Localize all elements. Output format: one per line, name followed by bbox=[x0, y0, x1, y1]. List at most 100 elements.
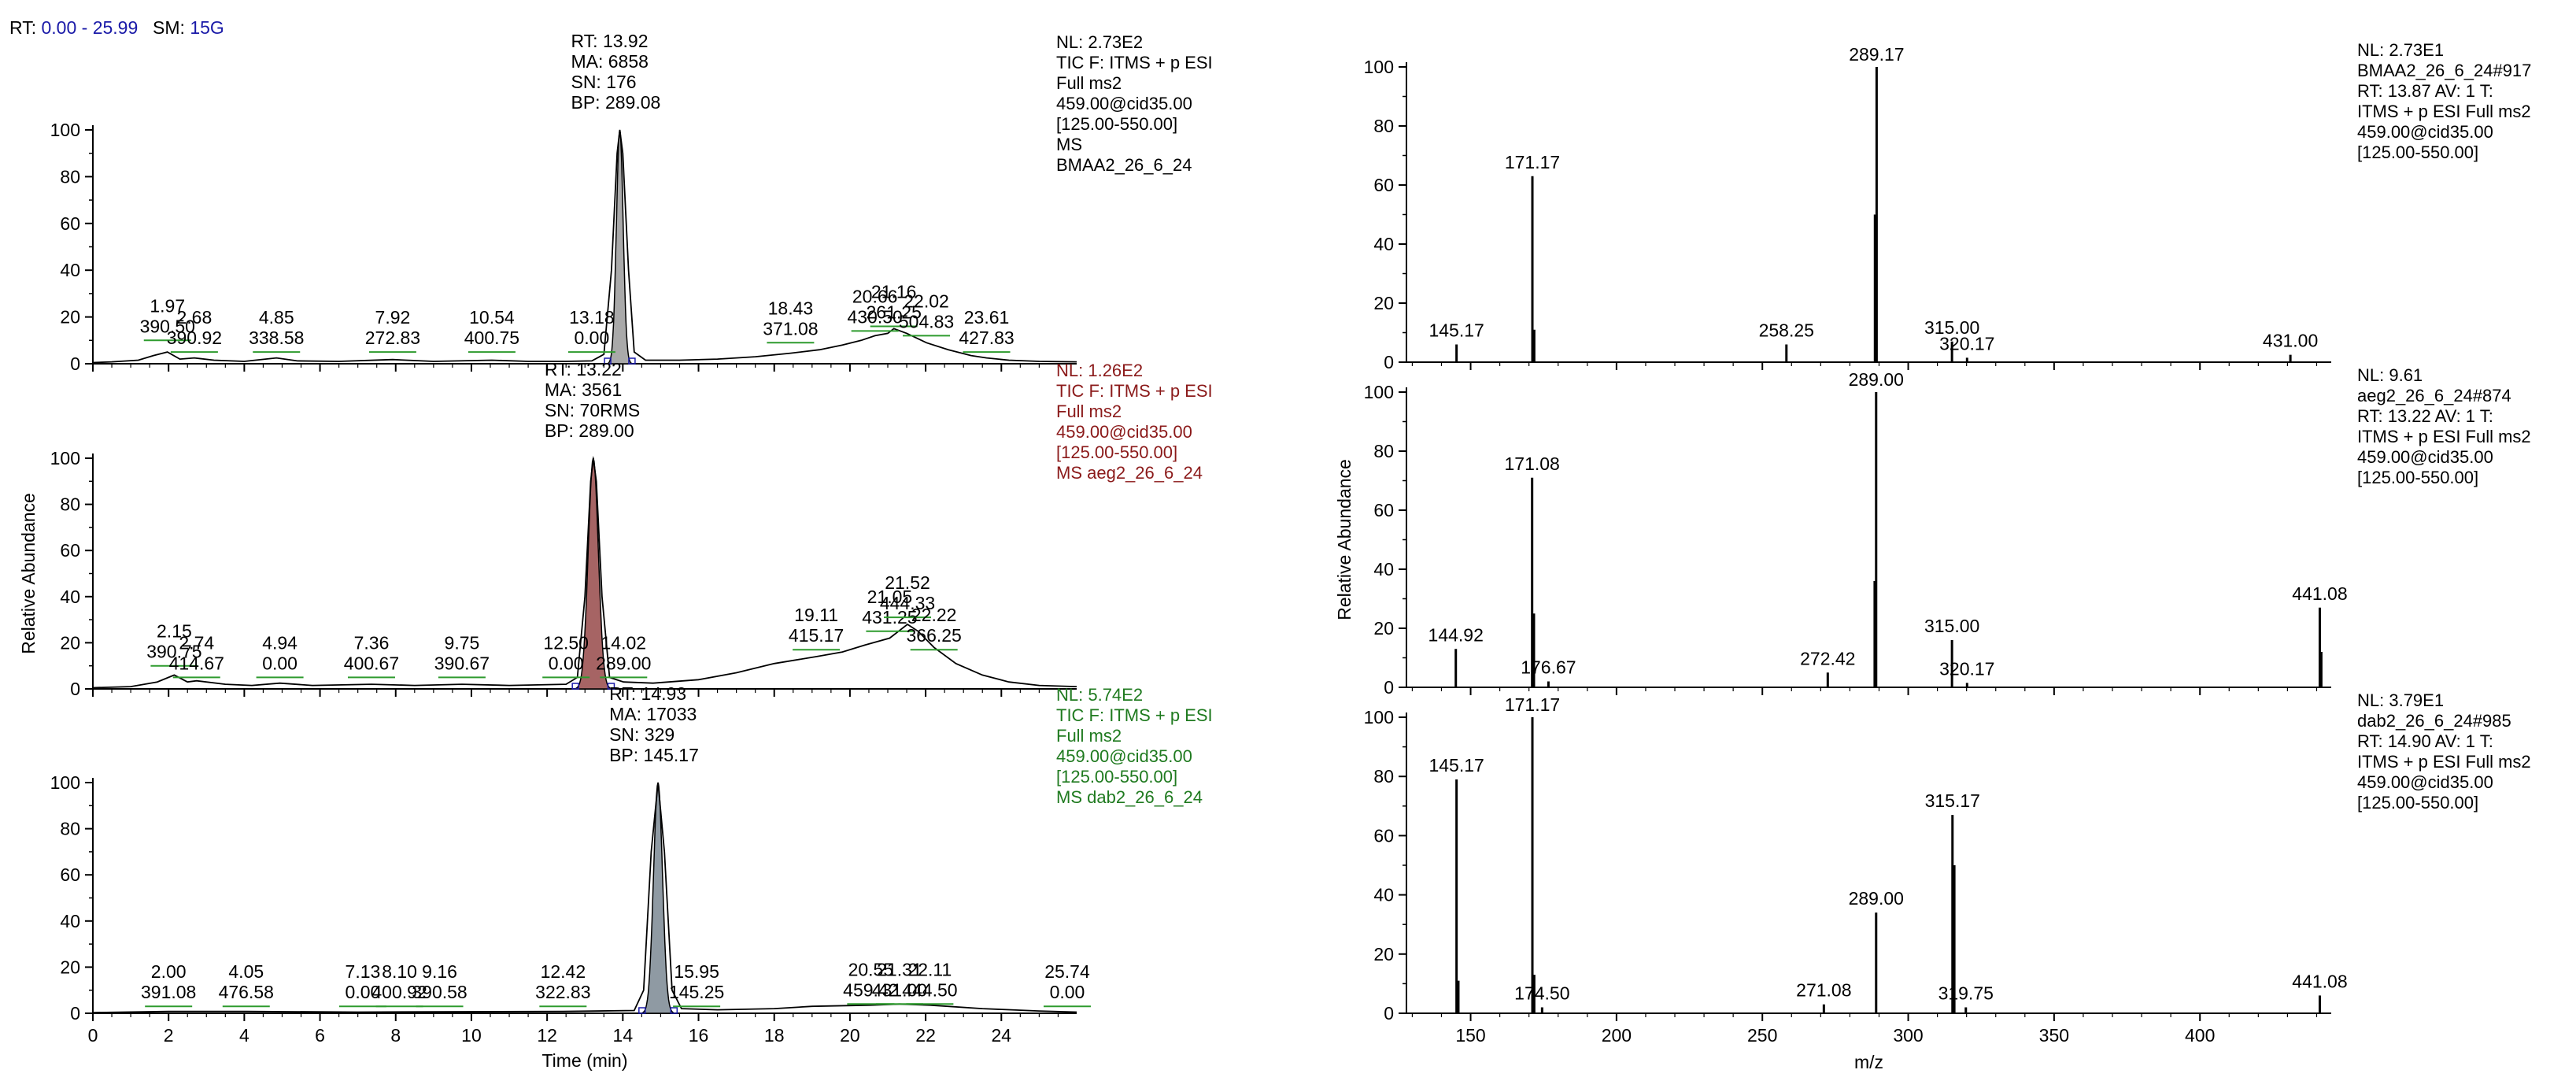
peak-mz-label: 371.08 bbox=[763, 318, 818, 339]
y-tick-label: 60 bbox=[60, 540, 80, 561]
spectrum-peak-label: 441.08 bbox=[2292, 583, 2347, 604]
chromatogram-info-line: TIC F: ITMS + p ESI bbox=[1056, 53, 1213, 72]
peak-mz-label: 0.00 bbox=[1050, 982, 1085, 1002]
chromatogram-info-line: Full ms2 bbox=[1056, 73, 1122, 93]
y-tick-label: 40 bbox=[1373, 885, 1394, 905]
peak-end-marker bbox=[670, 1007, 678, 1014]
spectrum-peak-label: 320.17 bbox=[1939, 658, 1994, 679]
peak-mz-label: 430.50 bbox=[847, 306, 902, 327]
spectrum-info-line: [125.00-550.00] bbox=[2357, 793, 2478, 813]
y-tick-label: 80 bbox=[1373, 116, 1394, 136]
peak-rt-label: 2.00 bbox=[151, 961, 187, 982]
y-tick-label: 100 bbox=[1364, 382, 1394, 402]
y-tick-label: 60 bbox=[60, 213, 80, 234]
peak-rt-label: 22.22 bbox=[911, 605, 957, 625]
peak-mz-label: 272.83 bbox=[365, 328, 420, 348]
chromatogram-info-line: BMAA2_26_6_24 bbox=[1056, 155, 1192, 175]
peak-rt-label: 21.16 bbox=[871, 281, 917, 302]
peak-rt-label: 21.05 bbox=[867, 587, 913, 607]
spectrum-peak-label: 320.17 bbox=[1939, 333, 1994, 354]
peak-mz-label: 0.00 bbox=[549, 653, 584, 673]
spectrum-peak-label: 144.92 bbox=[1428, 624, 1484, 645]
chromatogram-info-line: [125.00-550.00] bbox=[1056, 442, 1177, 462]
spectrum-peak-label: 272.42 bbox=[1800, 648, 1855, 668]
chromatogram-info-line: 459.00@cid35.00 bbox=[1056, 746, 1192, 766]
x-tick-label: 24 bbox=[991, 1025, 1011, 1046]
range-header: RT: 0.00 - 25.99 SM: 15G bbox=[9, 17, 224, 39]
peak-rt-label: 10.54 bbox=[469, 307, 515, 328]
x-tick-label: 200 bbox=[1602, 1025, 1632, 1046]
y-tick-label: 80 bbox=[60, 494, 80, 515]
peak-rt-label: 7.13 bbox=[346, 961, 381, 982]
spectrum-info-line: RT: 13.87 AV: 1 T: bbox=[2357, 81, 2493, 101]
spectrum-peak-label: 258.25 bbox=[1759, 320, 1814, 341]
peak-mz-label: 504.83 bbox=[899, 311, 954, 331]
peak-mz-label: 0.00 bbox=[346, 982, 381, 1002]
main-peak-area bbox=[642, 782, 674, 1014]
y-tick-label: 0 bbox=[1384, 352, 1394, 372]
x-tick-label: 400 bbox=[2185, 1025, 2215, 1046]
spectrum-info-line: [125.00-550.00] bbox=[2357, 468, 2478, 487]
rt-label: RT: bbox=[9, 17, 37, 38]
peak-mz-label: 338.58 bbox=[249, 328, 304, 348]
chromatogram-info-line: Full ms2 bbox=[1056, 402, 1122, 421]
y-tick-label: 20 bbox=[1373, 618, 1394, 639]
x-tick-label: 2 bbox=[164, 1025, 174, 1046]
y-tick-label: 0 bbox=[1384, 677, 1394, 698]
y-tick-label: 20 bbox=[60, 957, 80, 977]
x-tick-label: 20 bbox=[840, 1025, 860, 1046]
y-tick-label: 40 bbox=[60, 911, 80, 931]
spectrum-peak-label: 289.00 bbox=[1849, 888, 1904, 909]
y-tick-label: 80 bbox=[1373, 441, 1394, 461]
y-tick-label: 80 bbox=[60, 166, 80, 187]
spectrum-peak-label: 441.08 bbox=[2292, 971, 2347, 991]
peak-mz-label: 390.58 bbox=[412, 982, 467, 1002]
peak-mz-label: 400.75 bbox=[464, 328, 519, 348]
peak-rt-label: 7.36 bbox=[354, 632, 390, 653]
chromatogram-panel-2: 0204060801002.15390.752.74414.674.940.00… bbox=[50, 359, 1213, 699]
peak-mz-label: 322.83 bbox=[535, 982, 590, 1002]
peak-rt-label: 25.74 bbox=[1044, 961, 1090, 982]
y-tick-label: 100 bbox=[50, 120, 80, 140]
peak-rt-label: 2.15 bbox=[157, 621, 192, 642]
peak-rt-label: 20.55 bbox=[848, 959, 894, 979]
spectrum-info-line: 459.00@cid35.00 bbox=[2357, 447, 2493, 467]
peak-mz-label: 444.33 bbox=[880, 593, 935, 613]
main-peak-annotation: MA: 17033 bbox=[609, 704, 697, 724]
spectrum-peak-label: 315.00 bbox=[1924, 317, 1979, 338]
peak-rt-label: 8.10 bbox=[382, 961, 417, 982]
peak-mz-label: 459.42 bbox=[843, 979, 898, 1000]
sm-value: 15G bbox=[190, 17, 224, 38]
main-peak-annotation: RT: 14.93 bbox=[609, 683, 686, 704]
peak-mz-label: 400.67 bbox=[344, 653, 399, 673]
chromatogram-trace bbox=[92, 129, 1077, 364]
peak-mz-label: 431.00 bbox=[872, 979, 927, 1000]
main-peak-annotation: MA: 6858 bbox=[571, 51, 648, 72]
peak-rt-label: 15.95 bbox=[674, 961, 719, 982]
y-axis-title: Relative Abundance bbox=[1334, 459, 1355, 620]
spectrum-info-line: BMAA2_26_6_24#917 bbox=[2357, 61, 2531, 80]
peak-rt-label: 23.61 bbox=[964, 307, 1010, 328]
main-peak-annotation: SN: 176 bbox=[571, 72, 636, 92]
x-tick-label: 0 bbox=[88, 1025, 98, 1046]
y-tick-label: 60 bbox=[1373, 500, 1394, 520]
x-tick-label: 16 bbox=[689, 1025, 709, 1046]
peak-mz-label: 0.00 bbox=[262, 653, 298, 673]
main-peak-annotation: RT: 13.22 bbox=[545, 359, 622, 379]
spectrum-peak-label: 315.17 bbox=[1925, 790, 1980, 811]
y-tick-label: 40 bbox=[1373, 234, 1394, 254]
peak-rt-label: 14.02 bbox=[601, 632, 647, 653]
x-tick-label: 14 bbox=[613, 1025, 634, 1046]
y-tick-label: 100 bbox=[1364, 707, 1394, 727]
x-tick-label: 250 bbox=[1747, 1025, 1777, 1046]
peak-mz-label: 390.50 bbox=[140, 316, 195, 336]
y-tick-label: 40 bbox=[60, 587, 80, 607]
x-tick-label: 12 bbox=[537, 1025, 557, 1046]
peak-mz-label: 444.50 bbox=[902, 979, 957, 1000]
chromatogram-info-line: NL: 1.26E2 bbox=[1056, 361, 1143, 380]
chromatogram-info-line: TIC F: ITMS + p ESI bbox=[1056, 705, 1213, 725]
spectrum-peak-label: 171.08 bbox=[1505, 453, 1560, 474]
peak-start-marker bbox=[638, 1007, 646, 1014]
x-tick-label: 6 bbox=[315, 1025, 325, 1046]
